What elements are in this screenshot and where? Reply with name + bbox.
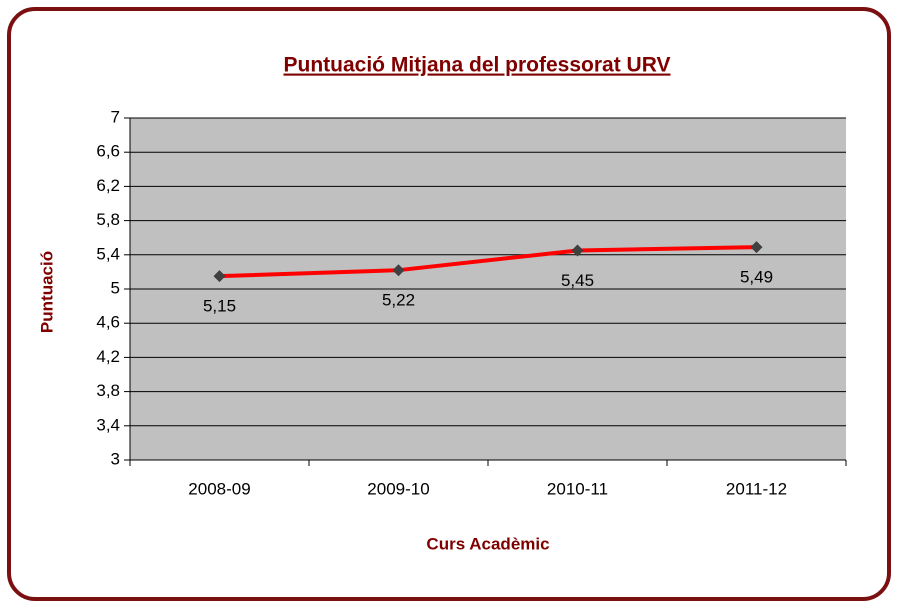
- marker: [213, 270, 226, 283]
- series-line: [219, 245, 757, 279]
- y-tick-label: 3,4: [96, 415, 120, 434]
- x-tick-label: 2009-10: [367, 479, 429, 498]
- y-tick-label: 3,8: [96, 381, 120, 400]
- y-tick-label: 4,6: [96, 313, 120, 332]
- y-tick-label: 4,2: [96, 347, 120, 366]
- x-axis-label: Curs Acadèmic: [426, 534, 549, 553]
- y-tick-label: 3: [111, 449, 120, 468]
- y-tick-label: 5,4: [96, 244, 120, 263]
- y-tick-label: 6,2: [96, 176, 120, 195]
- marker: [392, 264, 405, 277]
- data-label: 5,45: [561, 271, 594, 290]
- y-tick-label: 7: [111, 107, 120, 126]
- y-axis-label: Puntuació: [37, 251, 56, 333]
- data-label: 5,22: [382, 291, 415, 310]
- marker: [750, 241, 763, 254]
- data-label: 5,15: [203, 297, 236, 316]
- data-label: 5,49: [740, 268, 773, 287]
- y-tick-label: 5,8: [96, 210, 120, 229]
- y-tick-label: 6,6: [96, 142, 120, 161]
- x-tick-label: 2010-11: [547, 479, 608, 498]
- y-tick-label: 5: [111, 278, 120, 297]
- x-tick-label: 2011-12: [726, 479, 787, 498]
- x-tick-label: 2008-09: [188, 479, 250, 498]
- marker: [571, 244, 584, 257]
- chart-title: Puntuació Mitjana del professorat URV: [283, 54, 670, 77]
